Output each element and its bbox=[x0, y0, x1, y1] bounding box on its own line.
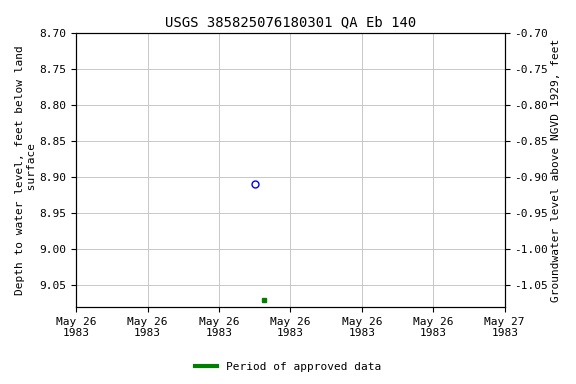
Y-axis label: Groundwater level above NGVD 1929, feet: Groundwater level above NGVD 1929, feet bbox=[551, 38, 561, 301]
Y-axis label: Depth to water level, feet below land
 surface: Depth to water level, feet below land su… bbox=[15, 45, 37, 295]
Legend: Period of approved data: Period of approved data bbox=[191, 358, 385, 377]
Title: USGS 385825076180301 QA Eb 140: USGS 385825076180301 QA Eb 140 bbox=[165, 15, 416, 29]
